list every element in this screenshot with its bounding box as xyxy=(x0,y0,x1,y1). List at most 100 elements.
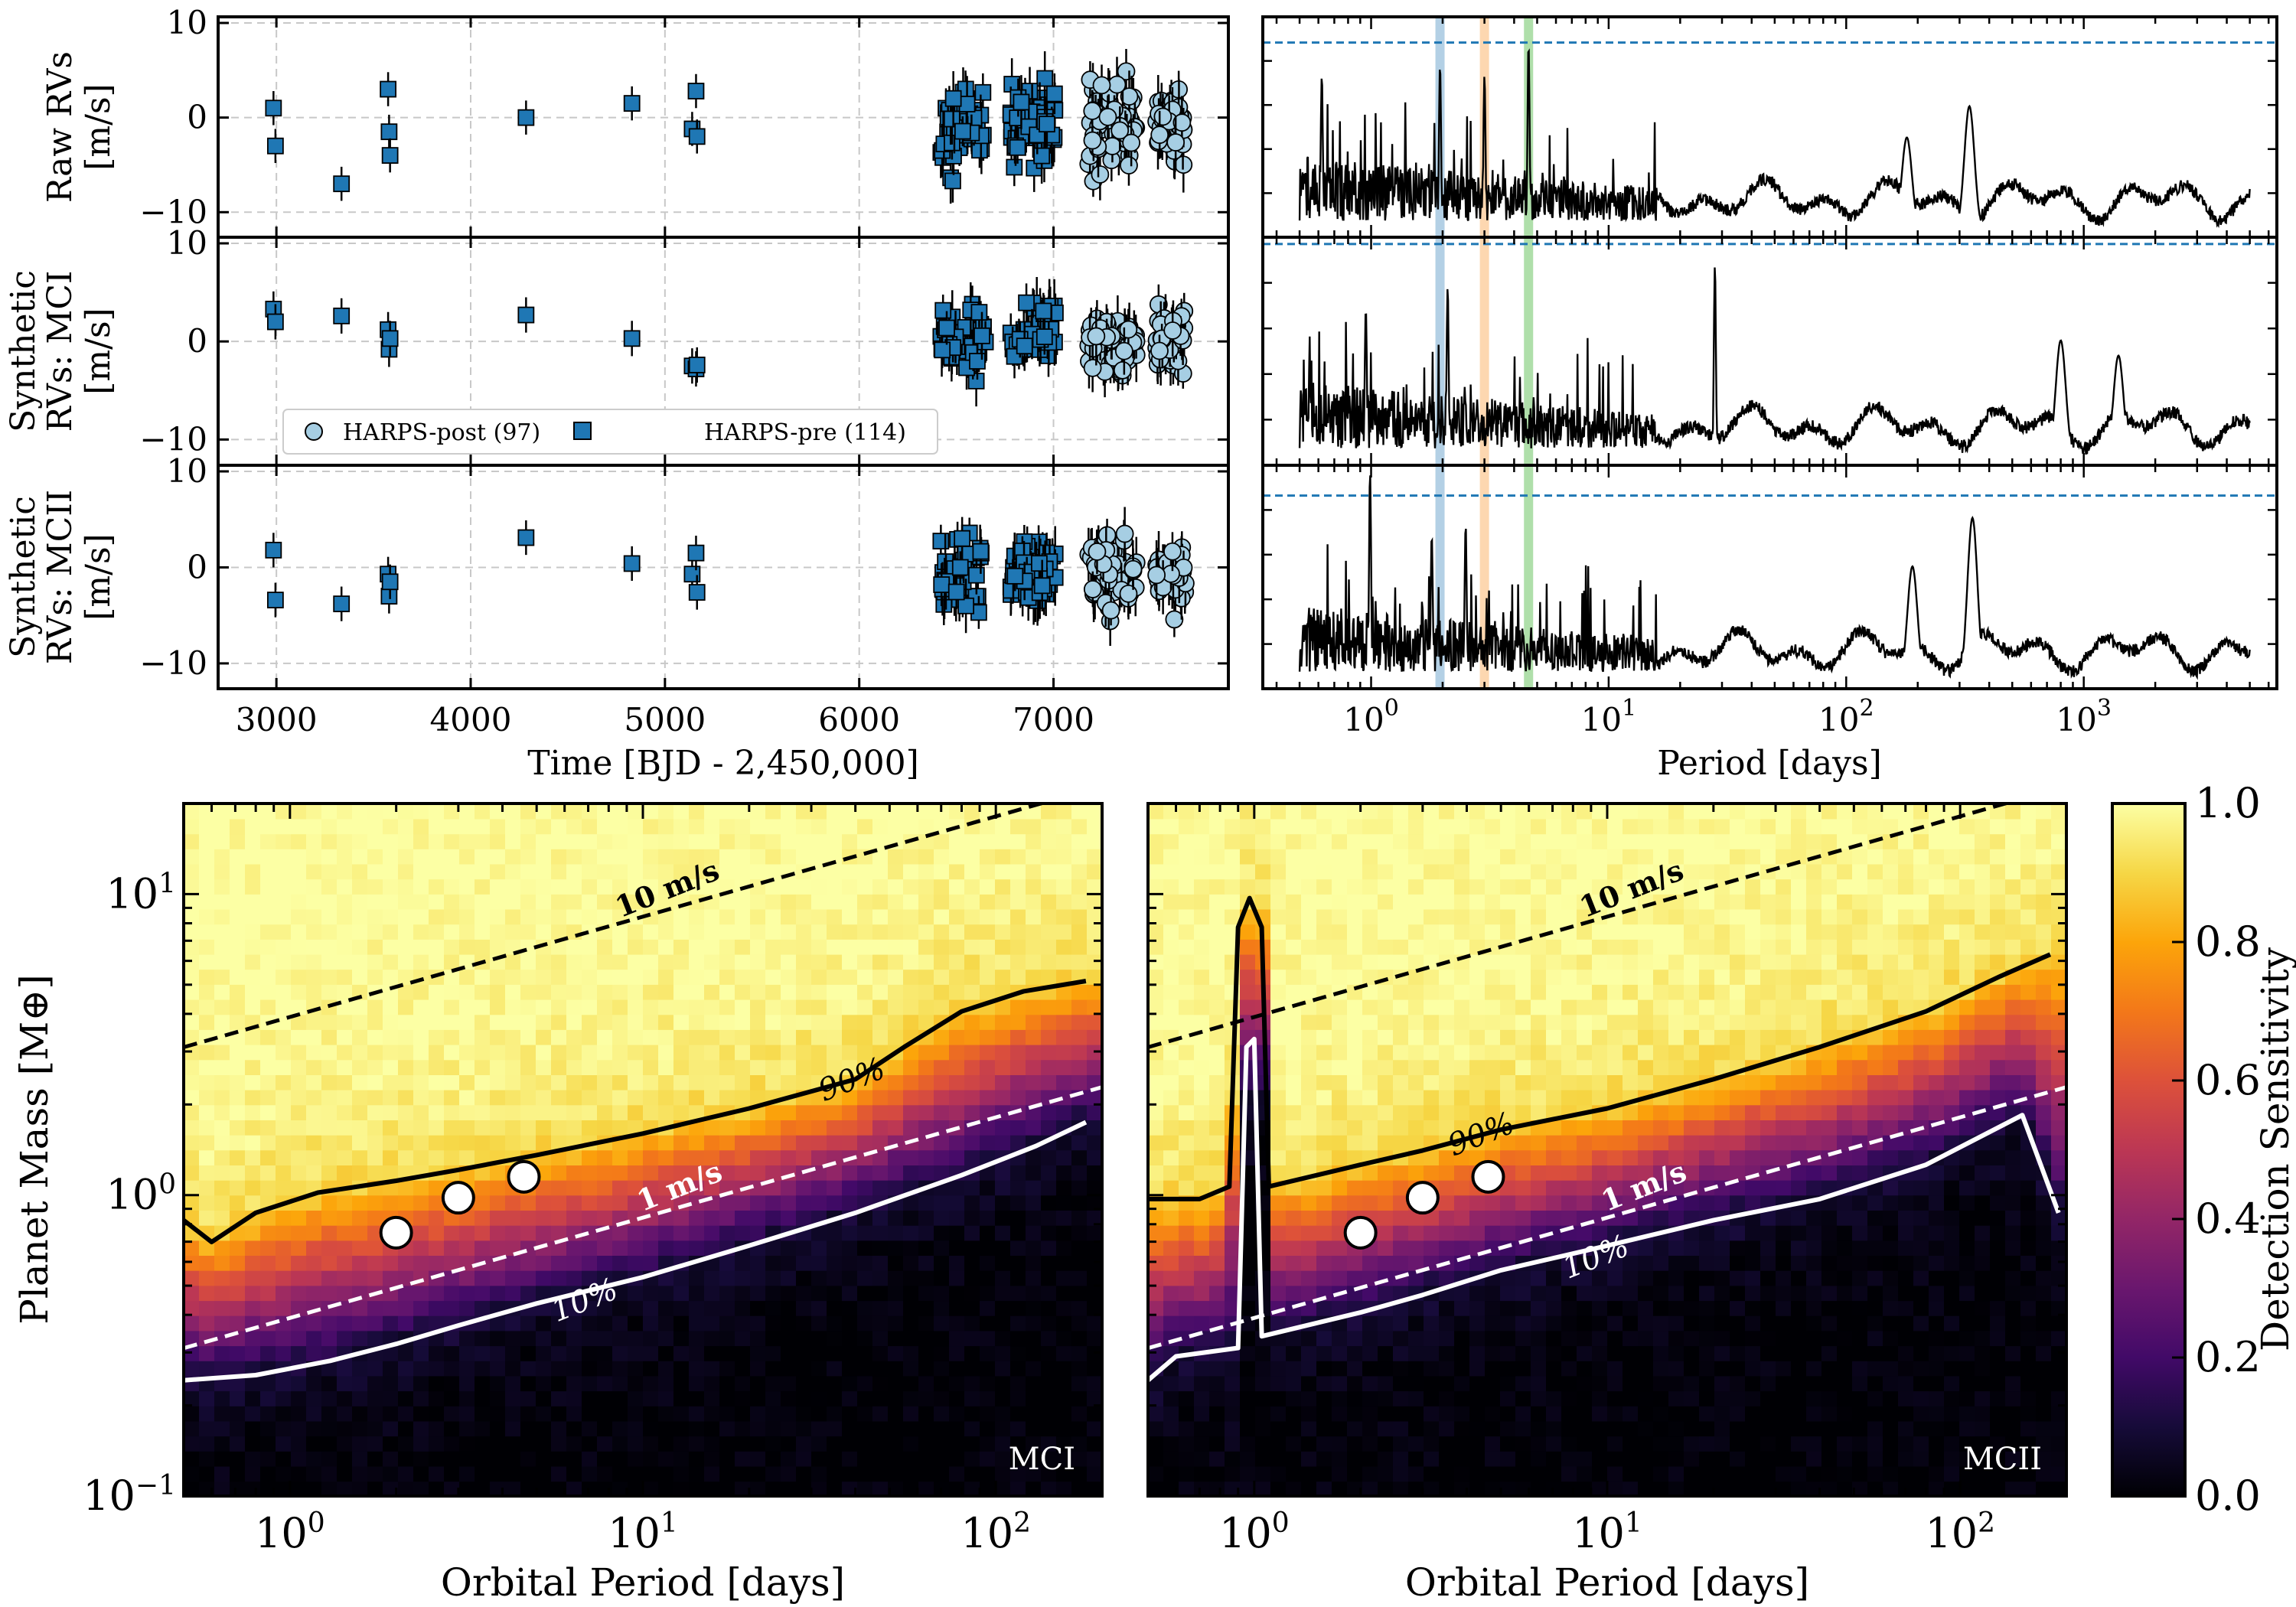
heatmap-cell xyxy=(520,1345,536,1361)
heatmap-cell xyxy=(643,999,659,1015)
heatmap-cell xyxy=(276,1240,292,1256)
heatmap-cell xyxy=(903,939,919,955)
heatmap-cell xyxy=(199,984,215,1000)
heatmap-cell xyxy=(872,1120,889,1136)
heatmap-cell xyxy=(612,1029,628,1045)
x-tick-label: 6000 xyxy=(818,701,900,738)
heatmap-cell xyxy=(796,1465,812,1482)
heatmap-cell xyxy=(413,939,429,955)
heatmap-cell xyxy=(1071,1315,1088,1332)
heatmap-cell xyxy=(520,1195,536,1211)
heatmap-cell xyxy=(367,1240,383,1256)
heatmap-cell xyxy=(1056,1210,1072,1226)
heatmap-cell xyxy=(413,908,429,925)
heatmap-cell xyxy=(765,1270,781,1286)
heatmap-cell xyxy=(903,1120,919,1136)
heatmap-cell xyxy=(1010,1481,1026,1496)
heatmap-cell xyxy=(475,1224,491,1241)
heatmap-cell xyxy=(612,999,628,1015)
heatmap-cell xyxy=(1270,804,1287,820)
heatmap-cell xyxy=(398,878,414,895)
heatmap-cell xyxy=(291,1029,307,1045)
heatmap-cell xyxy=(306,894,322,910)
heatmap-cell xyxy=(781,1014,797,1030)
heatmap-cell xyxy=(796,999,812,1015)
heatmap-cell xyxy=(367,1074,383,1090)
heatmap-cell xyxy=(1301,969,1317,985)
heatmap-cell xyxy=(1148,894,1164,910)
heatmap-cell xyxy=(658,1451,674,1467)
heatmap-cell xyxy=(934,908,950,925)
heatmap-cell xyxy=(337,1390,353,1407)
heatmap-cell xyxy=(413,1074,429,1090)
heatmap-cell xyxy=(612,1014,628,1030)
heatmap-cell xyxy=(995,1300,1011,1316)
heatmap-cell xyxy=(597,863,613,880)
heatmap-cell xyxy=(1301,1255,1317,1271)
heatmap-cell xyxy=(689,984,705,1000)
heatmap-cell xyxy=(291,908,307,925)
heatmap-cell xyxy=(597,1420,613,1437)
heatmap-cell xyxy=(1163,1406,1179,1422)
heatmap-cell xyxy=(750,953,766,970)
heatmap-cell xyxy=(337,1224,353,1241)
heatmap-cell xyxy=(1270,1240,1287,1256)
heatmap-cell xyxy=(689,849,705,865)
heatmap-cell xyxy=(857,924,873,940)
heatmap-cell xyxy=(367,1134,383,1151)
heatmap-cell xyxy=(949,984,965,1000)
data-point-square xyxy=(1033,577,1051,595)
heatmap-cell xyxy=(490,1330,506,1347)
heatmap-cell xyxy=(704,969,720,985)
data-point-square xyxy=(688,128,706,145)
heatmap-cell xyxy=(429,1059,445,1075)
heatmap-cell xyxy=(903,1074,919,1090)
heatmap-cell xyxy=(597,1375,613,1392)
heatmap-cell xyxy=(505,1390,521,1407)
x-tick-label: 101 xyxy=(608,1508,678,1557)
heatmap-cell xyxy=(1056,1481,1072,1496)
heatmap-cell xyxy=(413,1210,429,1226)
heatmap-cell xyxy=(245,1255,261,1271)
heatmap-cell xyxy=(888,1300,904,1316)
heatmap-cell xyxy=(765,863,781,880)
planet-marker xyxy=(379,1215,413,1250)
heatmap-cell xyxy=(367,969,383,985)
heatmap-cell xyxy=(1179,1300,1195,1316)
heatmap-cell xyxy=(582,1165,598,1181)
heatmap-cell xyxy=(1041,894,1057,910)
heatmap-cell xyxy=(1071,1360,1088,1377)
data-point-circle xyxy=(1166,133,1186,152)
heatmap-cell xyxy=(1010,939,1026,955)
heatmap-cell xyxy=(1071,1420,1088,1437)
heatmap-cell xyxy=(230,1195,246,1211)
heatmap-cell xyxy=(505,1315,521,1332)
heatmap-cell xyxy=(964,1149,980,1165)
heatmap-cell xyxy=(704,804,720,820)
heatmap-cell xyxy=(367,1029,383,1045)
heatmap-cell xyxy=(673,818,690,835)
data-point-circle xyxy=(1124,559,1143,579)
heatmap-cell xyxy=(1163,818,1179,835)
legend-marker-pre xyxy=(573,422,592,440)
heatmap-cell xyxy=(337,1255,353,1271)
heatmap-cell xyxy=(1179,999,1195,1015)
heatmap-cell xyxy=(245,1029,261,1045)
heatmap-cell xyxy=(184,1330,200,1347)
heatmap-cell xyxy=(918,1330,934,1347)
heatmap-cell xyxy=(1240,1240,1256,1256)
heatmap-cell xyxy=(689,908,705,925)
heatmap-cell xyxy=(321,953,338,970)
heatmap-cell xyxy=(842,1089,858,1106)
heatmap-cell xyxy=(980,1330,996,1347)
heatmap-cell xyxy=(1301,1120,1317,1136)
heatmap-cell xyxy=(827,1451,843,1467)
heatmap-cell xyxy=(949,1300,965,1316)
heatmap-cell xyxy=(1240,969,1256,985)
heatmap-cell xyxy=(1286,1375,1302,1392)
heatmap-cell xyxy=(934,1406,950,1422)
heatmap-cell xyxy=(245,1044,261,1061)
heatmap-cell xyxy=(995,1360,1011,1377)
